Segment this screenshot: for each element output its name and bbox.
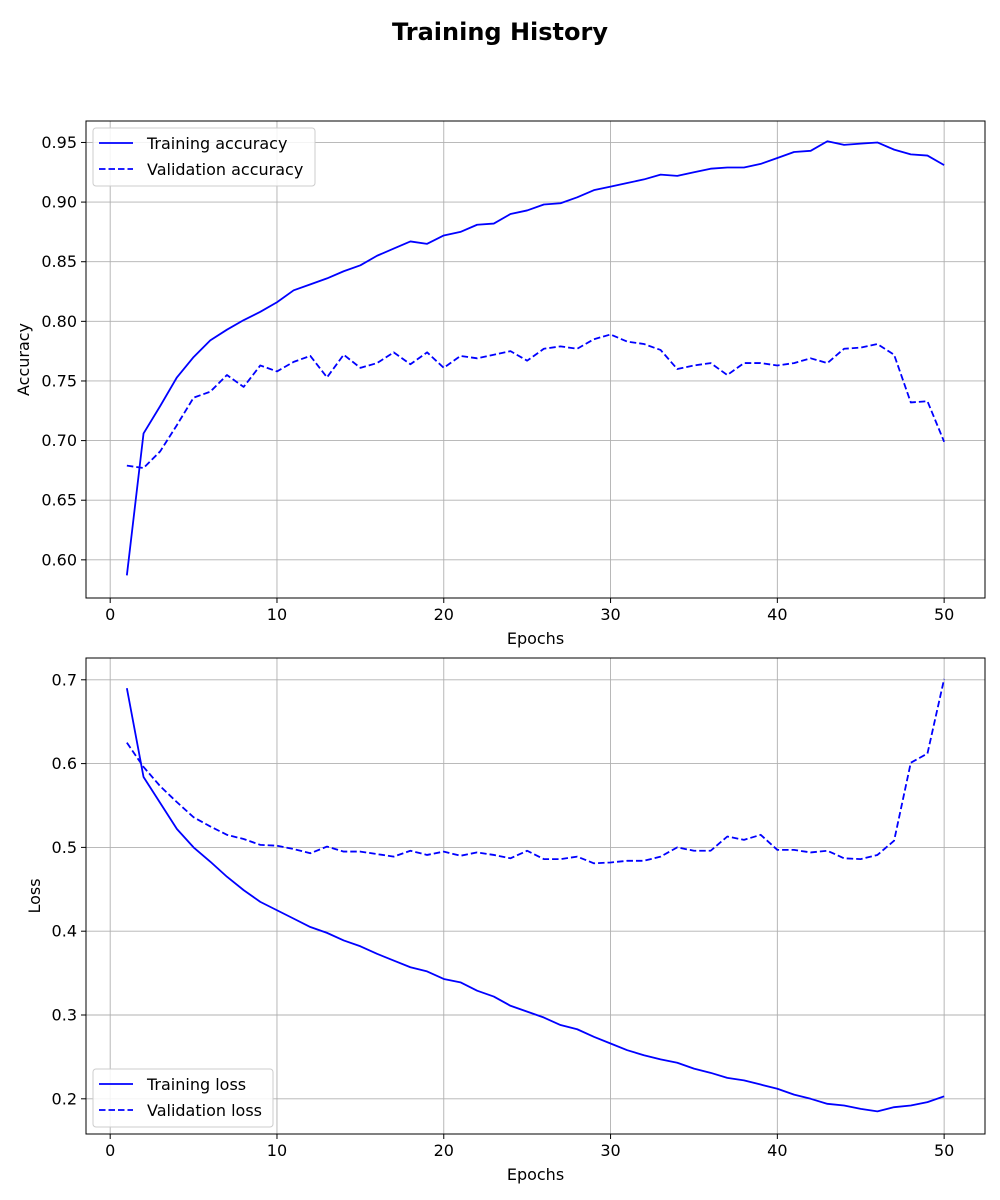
accuracy-y-tick-label: 0.75 — [41, 371, 77, 390]
accuracy-x-tick-label: 30 — [600, 605, 620, 624]
accuracy-legend-box — [92, 127, 316, 187]
loss-y-tick-label: 0.4 — [52, 922, 77, 941]
loss-x-tick-label: 30 — [600, 1141, 620, 1160]
loss-x-tick-label: 10 — [267, 1141, 287, 1160]
accuracy-series-training-line — [125, 140, 945, 576]
loss-y-tick-label: 0.5 — [52, 838, 77, 857]
loss-y-tick-label: 0.2 — [52, 1089, 77, 1108]
loss-series-training-line — [125, 688, 945, 1113]
accuracy-axes-frame — [85, 120, 986, 599]
loss-legend-box — [92, 1068, 274, 1128]
accuracy-series-validation-line — [126, 333, 945, 469]
accuracy-y-axis-label: Accuracy — [14, 323, 33, 396]
accuracy-x-tick-label: 0 — [105, 605, 115, 624]
loss-x-tick-label: 40 — [767, 1141, 787, 1160]
loss-y-tick-label: 0.7 — [52, 670, 77, 689]
accuracy-y-tick-label: 0.90 — [41, 193, 77, 212]
loss-y-tick-label: 0.3 — [52, 1006, 77, 1025]
accuracy-y-tick-label: 0.80 — [41, 312, 77, 331]
accuracy-y-tick-label: 0.60 — [41, 550, 77, 569]
loss-panel: 0 10 20 30 40 50 0.2 0.3 0.4 0.5 0.6 0.7 Epochs Loss T… — [25, 657, 986, 1184]
accuracy-legend: Training accuracy Validation accuracy — [92, 127, 316, 187]
loss-x-tick-label: 20 — [434, 1141, 454, 1160]
accuracy-gridlines — [86, 121, 985, 598]
accuracy-y-tick-label: 0.65 — [41, 491, 77, 510]
figure-title: Training History — [392, 18, 608, 46]
accuracy-y-tick-label: 0.95 — [41, 133, 77, 152]
loss-axes-frame — [85, 657, 986, 1135]
loss-series-validation-line — [126, 678, 946, 865]
accuracy-x-tick-label: 20 — [434, 605, 454, 624]
accuracy-x-axis-label: Epochs — [507, 629, 564, 648]
accuracy-panel: 0 10 20 30 40 50 0.60 0.65 0.70 0.75 0.80 0.85 0.90 0… — [14, 120, 986, 648]
accuracy-x-tick-label: 10 — [267, 605, 287, 624]
loss-x-tick-label: 50 — [934, 1141, 954, 1160]
accuracy-y-tick-label: 0.70 — [41, 431, 77, 450]
loss-y-tick-label: 0.6 — [52, 754, 77, 773]
accuracy-legend-validation-label: Validation accuracy — [147, 160, 303, 179]
loss-x-axis-label: Epochs — [507, 1165, 564, 1184]
loss-gridlines — [86, 658, 985, 1134]
accuracy-x-tick-label: 40 — [767, 605, 787, 624]
loss-legend-validation-label: Validation loss — [147, 1101, 262, 1120]
loss-legend: Training loss Validation loss — [92, 1068, 274, 1128]
loss-x-tick-label: 0 — [105, 1141, 115, 1160]
loss-legend-training-label: Training loss — [146, 1075, 246, 1094]
accuracy-legend-training-label: Training accuracy — [146, 134, 287, 153]
accuracy-y-tick-label: 0.85 — [41, 252, 77, 271]
accuracy-x-tick-label: 50 — [934, 605, 954, 624]
loss-y-axis-label: Loss — [25, 878, 44, 913]
